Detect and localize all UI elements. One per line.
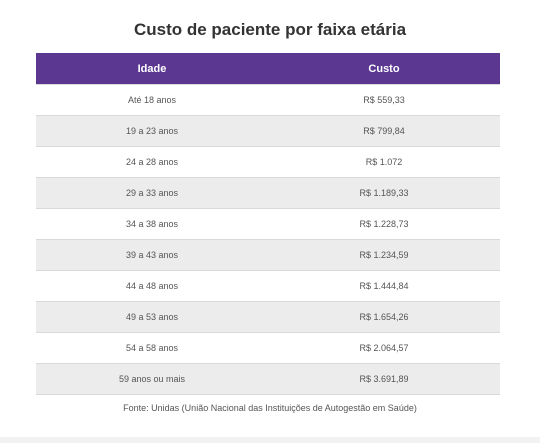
age-cell: 29 a 33 anos — [36, 177, 268, 209]
page-title: Custo de paciente por faixa etária — [133, 20, 407, 39]
cost-cell: R$ 1.189,33 — [268, 177, 500, 209]
table-row: 59 anos ou mais R$ 3.691,89 — [36, 363, 500, 395]
table-row: 34 a 38 anos R$ 1.228,73 — [36, 208, 500, 240]
cost-cell: R$ 1.234,59 — [268, 239, 500, 271]
column-header-age: Idade — [36, 53, 268, 85]
age-cell: 34 a 38 anos — [36, 208, 268, 240]
age-cell: 44 a 48 anos — [36, 270, 268, 302]
table-row: 19 a 23 anos R$ 799,84 — [36, 115, 500, 147]
table-header-row: Idade Custo — [36, 53, 500, 85]
cost-cell: R$ 1.654,26 — [268, 301, 500, 333]
cost-cell: R$ 559,33 — [268, 84, 500, 116]
table-row: 54 a 58 anos R$ 2.064,57 — [36, 332, 500, 364]
table-row: 44 a 48 anos R$ 1.444,84 — [36, 270, 500, 302]
age-cell: Até 18 anos — [36, 84, 268, 116]
table-row: 29 a 33 anos R$ 1.189,33 — [36, 177, 500, 209]
age-cell: 19 a 23 anos — [36, 115, 268, 147]
cost-cell: R$ 1.072 — [268, 146, 500, 178]
bottom-divider — [0, 437, 540, 443]
age-cell: 39 a 43 anos — [36, 239, 268, 271]
age-cell: 59 anos ou mais — [36, 363, 268, 395]
source-caption: Fonte: Unidas (União Nacional das Instit… — [123, 403, 417, 413]
cost-cell: R$ 799,84 — [268, 115, 500, 147]
cost-cell: R$ 2.064,57 — [268, 332, 500, 364]
age-cell: 49 a 53 anos — [36, 301, 268, 333]
cost-cell: R$ 1.228,73 — [268, 208, 500, 240]
table-row: 24 a 28 anos R$ 1.072 — [36, 146, 500, 178]
table-row: 49 a 53 anos R$ 1.654,26 — [36, 301, 500, 333]
age-cell: 54 a 58 anos — [36, 332, 268, 364]
table-row: Até 18 anos R$ 559,33 — [36, 84, 500, 116]
table-row: 39 a 43 anos R$ 1.234,59 — [36, 239, 500, 271]
cost-cell: R$ 3.691,89 — [268, 363, 500, 395]
cost-table: Idade Custo Até 18 anos R$ 559,33 19 a 2… — [36, 53, 500, 395]
age-cell: 24 a 28 anos — [36, 146, 268, 178]
column-header-cost: Custo — [268, 53, 500, 85]
cost-cell: R$ 1.444,84 — [268, 270, 500, 302]
